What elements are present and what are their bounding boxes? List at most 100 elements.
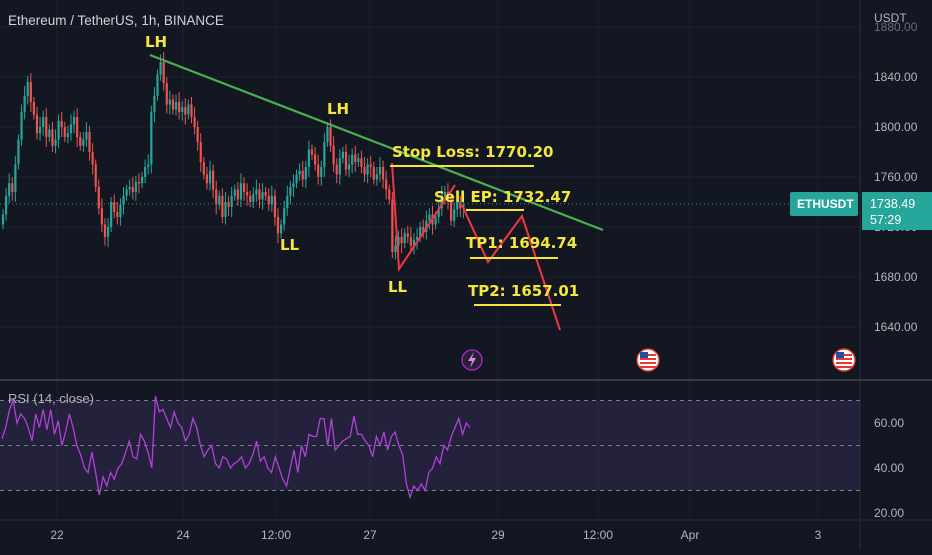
candle-body xyxy=(150,112,153,165)
candle-body xyxy=(215,189,218,205)
candle-body xyxy=(66,133,69,137)
time-tick-label: 27 xyxy=(363,528,377,542)
candle-body xyxy=(144,167,147,177)
candle-body xyxy=(443,192,446,196)
price-badge-value: 1738.49 xyxy=(870,197,915,211)
lightning-icon-bolt xyxy=(468,352,476,368)
price-tick-label: 1800.00 xyxy=(874,120,918,134)
flag-icon-canton xyxy=(836,352,844,358)
candle-body xyxy=(26,82,29,96)
time-tick-label: 24 xyxy=(176,528,190,542)
label-tp1: TP1: 1694.74 xyxy=(466,234,577,252)
candle-body xyxy=(134,182,137,192)
candle-body xyxy=(261,192,264,200)
candle-body xyxy=(29,82,32,102)
candle-body xyxy=(79,137,82,146)
flag-icon-stripe xyxy=(836,362,852,364)
candle-body xyxy=(57,120,60,140)
candle-body xyxy=(174,102,178,110)
candle-body xyxy=(91,152,94,165)
candle-body xyxy=(255,189,258,195)
candle-body xyxy=(351,154,354,165)
rsi-label: RSI (14, close) xyxy=(8,391,94,406)
us-flag-event-icon[interactable] xyxy=(832,348,856,372)
candle-body xyxy=(140,177,144,184)
lightning-event-icon[interactable] xyxy=(461,349,483,371)
symbol-badge-text: ETHUSDT xyxy=(797,197,854,211)
candle-body xyxy=(344,152,348,170)
candle-body xyxy=(249,195,252,202)
candle-body xyxy=(456,202,459,210)
candle-body xyxy=(202,162,205,175)
candle-body xyxy=(178,102,181,112)
event-icons[interactable] xyxy=(461,348,856,372)
candle-body xyxy=(103,224,107,237)
candle-body xyxy=(329,127,332,146)
candle-body xyxy=(218,195,221,205)
candle-body xyxy=(280,224,283,234)
candle-body xyxy=(227,202,230,207)
candle-body xyxy=(193,117,196,127)
candle-body xyxy=(320,167,323,177)
candle-body xyxy=(372,167,375,180)
candle-body xyxy=(97,187,100,209)
annotation-labels: LH LH LL LL Stop Loss: 1770.20 Sell EP: 1732.… xyxy=(8,13,579,300)
candle-body xyxy=(236,189,239,200)
candle-body xyxy=(159,62,162,75)
candle-body xyxy=(116,212,119,217)
label-ll-2: LL xyxy=(388,278,408,296)
candle-body xyxy=(17,139,20,165)
time-tick-label: 3 xyxy=(815,528,822,542)
candle-body xyxy=(449,199,453,221)
candle-body xyxy=(221,195,224,217)
candle-body xyxy=(317,164,320,177)
candle-body xyxy=(239,183,243,200)
forecast-path xyxy=(461,204,561,331)
candle-body xyxy=(252,194,255,202)
candle-body xyxy=(246,192,249,196)
candle-body xyxy=(224,202,227,217)
candle-body xyxy=(437,208,440,217)
candle-body xyxy=(42,117,45,127)
candle-body xyxy=(341,152,344,159)
rsi-band-fill xyxy=(0,400,860,491)
candle-body xyxy=(391,199,394,252)
price-badge-countdown: 57:29 xyxy=(870,213,901,227)
candle-body xyxy=(162,62,165,84)
candle-body xyxy=(38,127,42,134)
candle-body xyxy=(276,217,280,234)
candle-body xyxy=(412,239,416,246)
candle-body xyxy=(212,170,215,190)
candle-body xyxy=(270,195,273,205)
candle-body xyxy=(453,209,456,221)
time-tick-label: 12:00 xyxy=(583,528,613,542)
candle-body xyxy=(85,132,88,140)
candle-body xyxy=(54,139,57,146)
candle-body xyxy=(388,189,391,200)
candle-body xyxy=(32,102,35,115)
candle-body xyxy=(94,164,97,187)
candle-body xyxy=(381,167,385,180)
zigzag-drop-path xyxy=(391,162,456,273)
candle-body xyxy=(363,167,366,175)
us-flag-event-icon[interactable] xyxy=(636,348,660,372)
candle-body xyxy=(100,208,103,225)
candle-body xyxy=(119,204,122,217)
candle-body xyxy=(295,174,298,184)
candle-body xyxy=(338,158,341,175)
label-lh-1: LH xyxy=(145,33,167,51)
flag-icon-stripe xyxy=(836,358,852,360)
price-badge-bg xyxy=(862,192,932,230)
candle-body xyxy=(378,167,382,175)
candle-body xyxy=(48,129,51,137)
drawing-lines xyxy=(149,53,604,331)
rsi-tick-label: 20.00 xyxy=(874,506,904,520)
candle-body xyxy=(51,129,54,146)
candle-body xyxy=(369,164,372,167)
candle-body xyxy=(230,195,233,207)
candle-body xyxy=(242,183,246,192)
candle-body xyxy=(301,170,304,180)
candle-body xyxy=(199,142,202,162)
